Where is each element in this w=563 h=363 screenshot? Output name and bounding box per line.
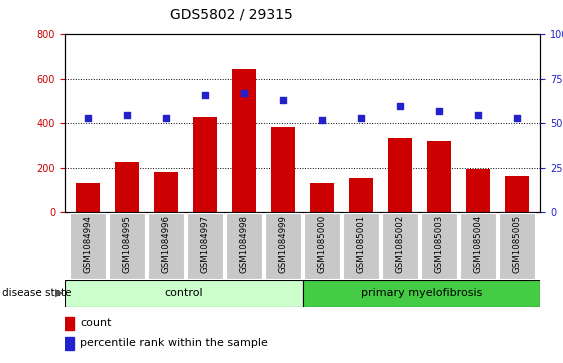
Point bbox=[512, 115, 521, 121]
Point bbox=[162, 115, 171, 121]
Text: GSM1085003: GSM1085003 bbox=[435, 215, 444, 273]
Bar bbox=[115, 162, 139, 212]
Text: GSM1084998: GSM1084998 bbox=[240, 215, 249, 273]
FancyBboxPatch shape bbox=[265, 213, 301, 279]
Text: GDS5802 / 29315: GDS5802 / 29315 bbox=[170, 8, 293, 22]
Text: ▶: ▶ bbox=[55, 288, 63, 298]
Text: GSM1084999: GSM1084999 bbox=[279, 215, 288, 273]
Bar bbox=[233, 69, 256, 212]
Point bbox=[84, 115, 93, 121]
Bar bbox=[271, 127, 295, 212]
Bar bbox=[350, 178, 373, 212]
Text: GSM1084994: GSM1084994 bbox=[84, 215, 93, 273]
Point bbox=[473, 112, 482, 118]
Bar bbox=[466, 169, 490, 212]
FancyBboxPatch shape bbox=[148, 213, 184, 279]
Bar bbox=[65, 337, 74, 350]
FancyBboxPatch shape bbox=[70, 213, 106, 279]
Text: count: count bbox=[80, 318, 111, 329]
FancyBboxPatch shape bbox=[109, 213, 145, 279]
Text: GSM1085000: GSM1085000 bbox=[318, 215, 327, 273]
FancyBboxPatch shape bbox=[303, 280, 540, 307]
Text: GSM1084996: GSM1084996 bbox=[162, 215, 171, 273]
Text: disease state: disease state bbox=[2, 288, 71, 298]
FancyBboxPatch shape bbox=[304, 213, 341, 279]
Bar bbox=[65, 317, 74, 330]
Bar bbox=[388, 138, 412, 212]
FancyBboxPatch shape bbox=[65, 280, 303, 307]
Bar bbox=[154, 172, 178, 212]
Text: GSM1084997: GSM1084997 bbox=[200, 215, 209, 273]
Text: GSM1085002: GSM1085002 bbox=[396, 215, 405, 273]
Text: GSM1084995: GSM1084995 bbox=[123, 215, 132, 273]
FancyBboxPatch shape bbox=[382, 213, 418, 279]
Text: percentile rank within the sample: percentile rank within the sample bbox=[80, 338, 268, 348]
FancyBboxPatch shape bbox=[460, 213, 497, 279]
FancyBboxPatch shape bbox=[226, 213, 262, 279]
Point bbox=[123, 112, 132, 118]
Text: GSM1085005: GSM1085005 bbox=[512, 215, 521, 273]
Bar bbox=[506, 176, 529, 212]
FancyBboxPatch shape bbox=[499, 213, 535, 279]
FancyBboxPatch shape bbox=[343, 213, 379, 279]
Bar bbox=[427, 141, 451, 212]
FancyBboxPatch shape bbox=[421, 213, 457, 279]
Bar bbox=[310, 183, 334, 212]
Point bbox=[318, 117, 327, 123]
Point bbox=[240, 90, 249, 96]
FancyBboxPatch shape bbox=[187, 213, 224, 279]
Text: GSM1085001: GSM1085001 bbox=[356, 215, 365, 273]
Point bbox=[279, 97, 288, 103]
Bar bbox=[77, 183, 100, 212]
Bar bbox=[194, 117, 217, 212]
Point bbox=[396, 103, 405, 109]
Text: control: control bbox=[164, 288, 203, 298]
Point bbox=[435, 108, 444, 114]
Point bbox=[356, 115, 365, 121]
Point bbox=[200, 92, 209, 98]
Text: GSM1085004: GSM1085004 bbox=[473, 215, 482, 273]
Text: primary myelofibrosis: primary myelofibrosis bbox=[361, 288, 482, 298]
